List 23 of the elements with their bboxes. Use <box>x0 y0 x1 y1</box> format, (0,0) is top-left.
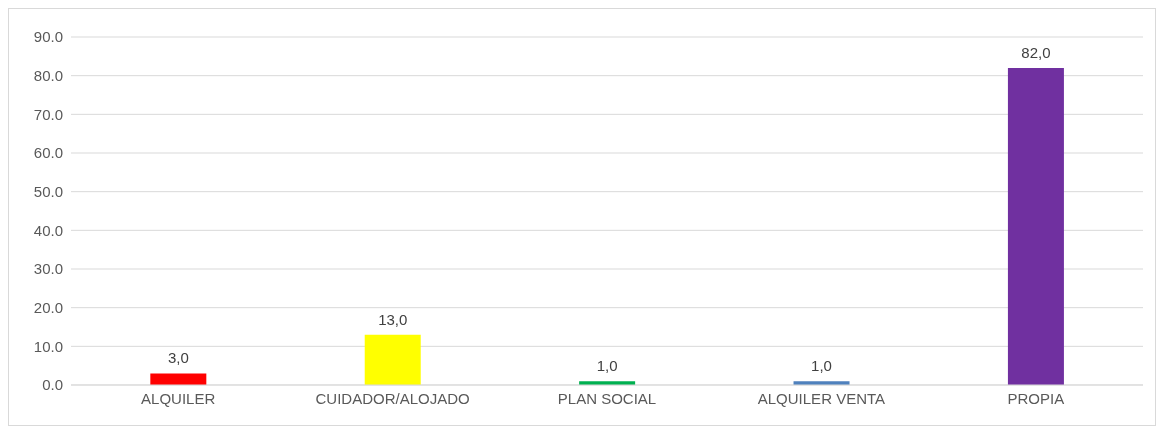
x-tick-label: ALQUILER <box>141 389 216 407</box>
y-tick-label: 60.0 <box>33 144 63 162</box>
bar <box>150 373 207 385</box>
data-label: 3,0 <box>167 349 189 367</box>
x-tick-label: PLAN SOCIAL <box>557 389 657 407</box>
y-tick-label: 10.0 <box>33 337 63 355</box>
x-tick-label: PROPIA <box>1007 389 1065 407</box>
y-tick-label: 0.0 <box>42 376 63 394</box>
y-tick-label: 50.0 <box>33 182 63 200</box>
y-tick-label: 90.0 <box>33 28 63 46</box>
y-tick-label: 40.0 <box>33 221 63 239</box>
data-label: 82,0 <box>1021 43 1051 61</box>
x-tick-label: CUIDADOR/ALOJADO <box>315 389 470 407</box>
data-label: 13,0 <box>378 310 408 328</box>
bar <box>1007 67 1064 385</box>
y-tick-label: 30.0 <box>33 260 63 278</box>
y-tick-label: 70.0 <box>33 105 63 123</box>
y-tick-label: 20.0 <box>33 298 63 316</box>
data-label: 1,0 <box>596 357 618 375</box>
x-tick-label: ALQUILER VENTA <box>757 389 886 407</box>
data-label: 1,0 <box>811 357 832 375</box>
bar <box>364 334 421 385</box>
y-tick-label: 80.0 <box>33 66 63 84</box>
